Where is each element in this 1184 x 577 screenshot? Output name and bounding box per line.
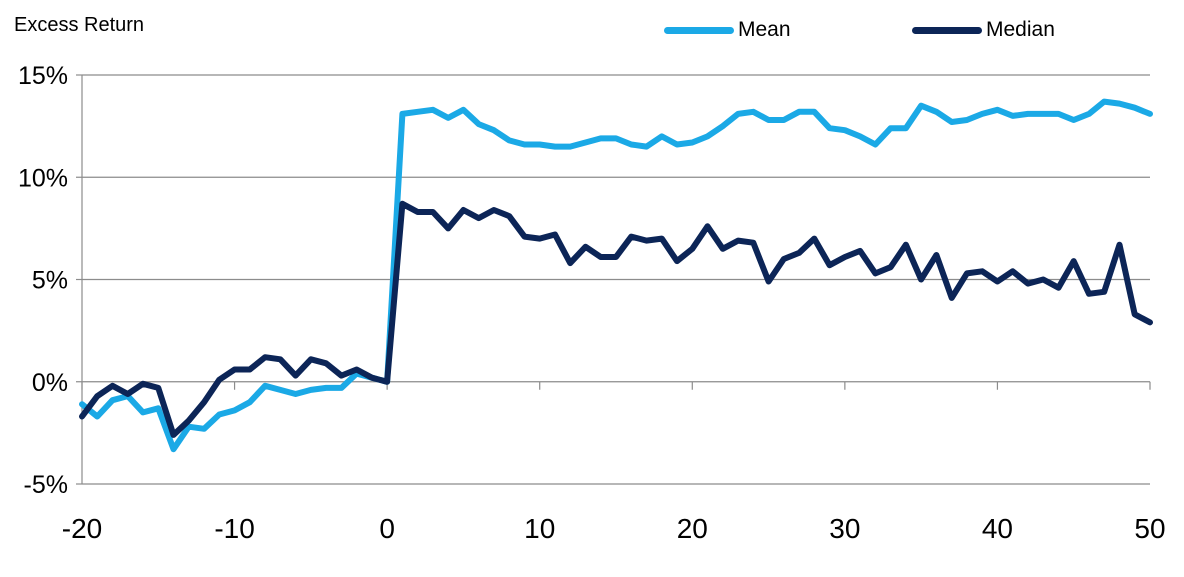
y-axis-label: Excess Return [14,14,145,36]
y-tick-label: 10% [18,164,68,192]
x-tick-label: 10 [524,513,555,544]
series-line-median [79,200,1153,438]
y-tick-labels: -5% 0% 5% 10% 15% [18,62,68,499]
x-tick-label: 30 [829,513,860,544]
legend-swatch-mean [664,26,734,34]
series-line-mean [79,98,1153,453]
x-tick-label: -20 [62,513,102,544]
y-tick-label: -5% [24,471,68,499]
y-tick-label: 0% [32,369,68,397]
legend-swatch-median [912,26,982,34]
gridlines [82,74,1150,485]
y-tick-label: 15% [18,62,68,90]
x-tick-label: 40 [982,513,1013,544]
y-tick-label: 5% [32,267,68,295]
legend-label-mean: Mean [738,18,791,41]
legend-label-median: Median [986,18,1055,41]
series-lines [79,98,1153,453]
x-tick-labels: -20 -10 0 10 20 30 40 50 [62,513,1166,544]
legend-item-mean: Mean [664,18,791,42]
x-tick-label: 0 [379,513,395,544]
x-tick-label: 20 [677,513,708,544]
x-tick-label: 50 [1134,513,1165,544]
x-tick-label: -10 [214,513,254,544]
legend-item-median: Median [912,18,1055,42]
